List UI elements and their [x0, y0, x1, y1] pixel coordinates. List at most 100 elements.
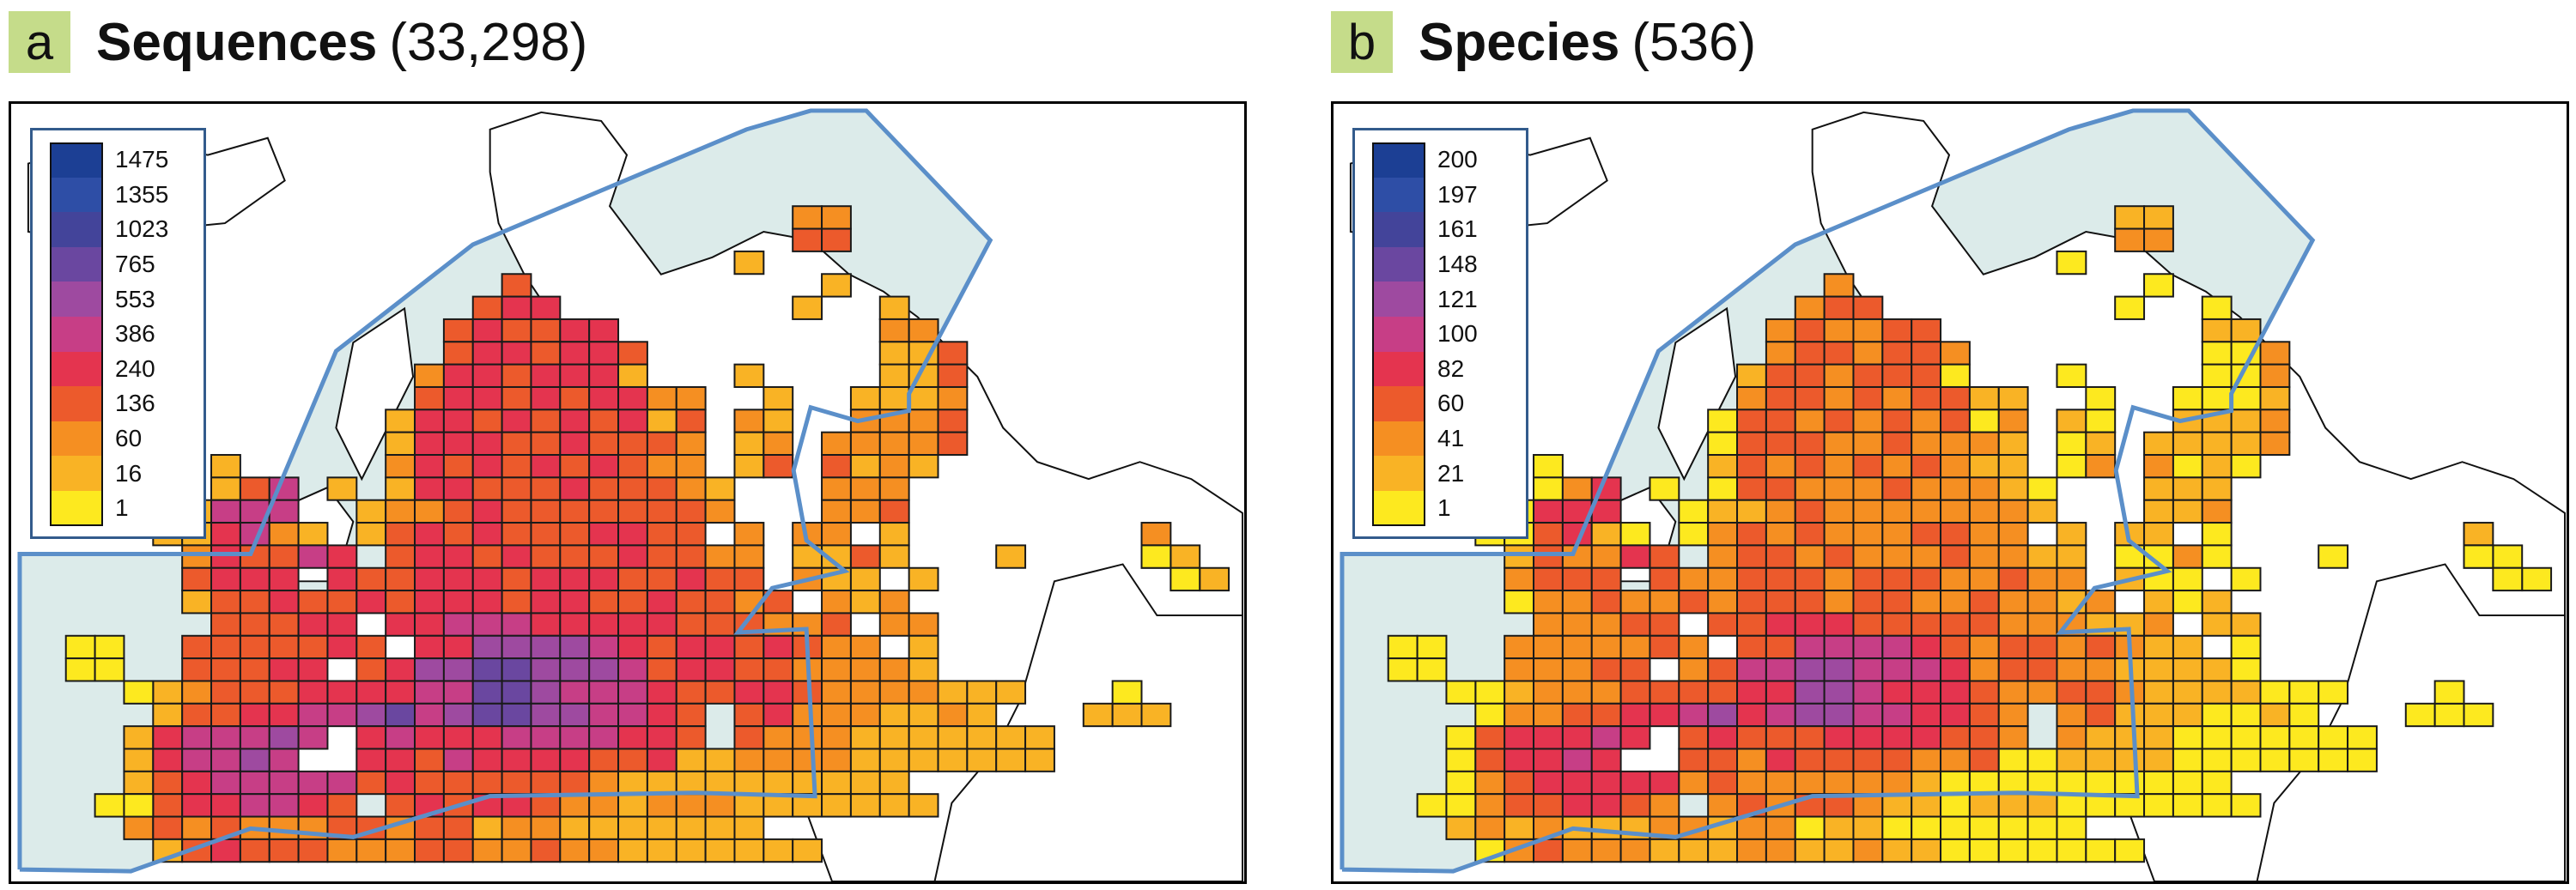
grid-cell — [2026, 476, 2058, 501]
grid-cell — [1997, 385, 2029, 411]
grid-cell — [1940, 793, 1971, 818]
grid-cell — [442, 318, 474, 343]
grid-cell — [1911, 702, 1942, 728]
grid-cell — [588, 363, 620, 388]
grid-cell — [1736, 612, 1767, 637]
grid-cell — [588, 815, 620, 840]
grid-cell — [1911, 318, 1942, 343]
grid-cell — [937, 409, 969, 433]
grid-cell — [1111, 702, 1143, 728]
grid-cell — [1940, 815, 1971, 840]
grid-cell — [2143, 431, 2174, 457]
grid-cell — [2201, 341, 2233, 366]
grid-cell — [559, 363, 591, 388]
grid-cell — [617, 680, 648, 705]
grid-cell — [2114, 838, 2146, 863]
grid-cell — [2143, 748, 2174, 772]
grid-cell — [1823, 341, 1855, 366]
grid-cell — [1823, 363, 1855, 388]
grid-cell — [2114, 295, 2146, 320]
grid-cell — [2172, 454, 2203, 479]
grid-cell — [1794, 725, 1826, 750]
grid-cell — [2201, 544, 2233, 569]
grid-cell — [878, 544, 910, 569]
grid-cell — [471, 725, 503, 750]
grid-cell — [501, 431, 532, 457]
grid-cell — [675, 522, 707, 547]
grid-cell — [2259, 725, 2291, 750]
legend-swatch — [1372, 456, 1425, 491]
grid-cell — [1997, 680, 2029, 705]
grid-cell — [762, 838, 794, 863]
grid-cell — [559, 612, 591, 637]
grid-cell — [1881, 725, 1913, 750]
grid-cell — [2172, 566, 2203, 592]
grid-cell — [908, 793, 939, 818]
grid-cell — [471, 431, 503, 457]
grid-cell — [471, 634, 503, 660]
grid-cell — [1823, 522, 1855, 547]
grid-cell — [268, 680, 300, 705]
grid-cell — [530, 702, 562, 728]
grid-cell — [1619, 634, 1651, 660]
grid-cell — [1881, 522, 1913, 547]
panel-b-header: b Species (536) — [1331, 7, 1756, 77]
grid-cell — [2433, 680, 2465, 705]
grid-cell — [675, 409, 707, 433]
grid-cell — [617, 341, 648, 366]
grid-cell — [1852, 341, 1884, 366]
grid-cell — [1881, 454, 1913, 479]
grid-cell — [442, 612, 474, 637]
grid-cell — [1736, 815, 1767, 840]
grid-cell — [733, 250, 765, 275]
grid-cell — [704, 793, 736, 818]
grid-cell — [1940, 385, 1971, 411]
grid-cell — [268, 590, 300, 615]
grid-cell — [1590, 566, 1622, 592]
panel-a-letter: a — [25, 14, 54, 70]
grid-cell — [2172, 702, 2203, 728]
grid-cell — [1911, 748, 1942, 772]
grid-cell — [1445, 725, 1477, 750]
grid-cell — [559, 748, 591, 772]
grid-cell — [1590, 725, 1622, 750]
grid-cell — [268, 612, 300, 637]
grid-cell — [1911, 431, 1942, 457]
legend-swatch — [50, 490, 103, 526]
grid-cell — [1765, 318, 1796, 343]
grid-cell — [675, 680, 707, 705]
grid-cell — [2143, 273, 2174, 298]
legend-swatch — [1372, 212, 1425, 247]
grid-cell — [152, 680, 184, 705]
grid-cell — [297, 612, 329, 637]
grid-cell — [2085, 793, 2117, 818]
legend-swatch — [1372, 386, 1425, 421]
grid-cell — [530, 318, 562, 343]
grid-cell — [617, 725, 648, 750]
grid-cell — [152, 748, 184, 772]
grid-cell — [1765, 612, 1796, 637]
grid-cell — [821, 634, 852, 660]
grid-cell — [878, 793, 910, 818]
grid-cell — [966, 702, 998, 728]
grid-cell — [1736, 680, 1767, 705]
grid-cell — [2026, 634, 2058, 660]
grid-cell — [385, 770, 416, 796]
grid-cell — [1590, 499, 1622, 524]
grid-cell — [355, 634, 387, 660]
grid-cell — [1940, 544, 1971, 569]
grid-cell — [1765, 499, 1796, 524]
grid-cell — [1590, 838, 1622, 863]
grid-cell — [210, 725, 241, 750]
grid-cell — [268, 838, 300, 863]
grid-cell — [733, 748, 765, 772]
grid-cell — [937, 385, 969, 411]
grid-cell — [442, 431, 474, 457]
grid-cell — [152, 770, 184, 796]
grid-cell — [2259, 680, 2291, 705]
grid-cell — [821, 680, 852, 705]
grid-cell — [1590, 770, 1622, 796]
grid-cell — [442, 499, 474, 524]
grid-cell — [1911, 409, 1942, 433]
legend-label: 240 — [115, 354, 155, 382]
